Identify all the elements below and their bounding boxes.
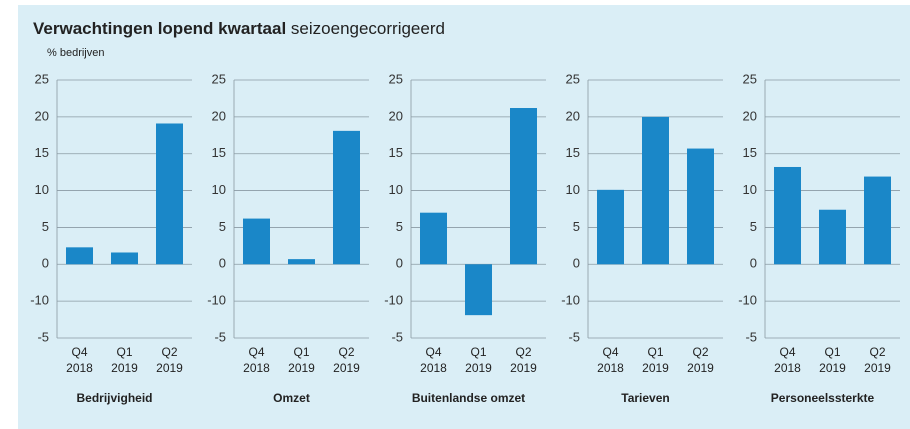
y-tick-label: 5 bbox=[42, 219, 49, 234]
y-tick-label: -10 bbox=[207, 293, 226, 308]
y-tick-label: 25 bbox=[212, 71, 226, 86]
x-tick-label: 2019 bbox=[510, 361, 537, 375]
x-tick-label: Q2 bbox=[869, 345, 885, 359]
x-tick-label: 2019 bbox=[465, 361, 492, 375]
x-tick-label: Q1 bbox=[116, 345, 132, 359]
bar bbox=[510, 108, 537, 265]
x-tick-label: 2019 bbox=[288, 361, 315, 375]
x-tick-label: 2019 bbox=[111, 361, 138, 375]
y-tick-label: 20 bbox=[389, 108, 403, 123]
y-tick-label: -5 bbox=[37, 329, 49, 344]
bar bbox=[66, 247, 93, 265]
y-tick-label: 5 bbox=[573, 219, 580, 234]
x-tick-label: Q2 bbox=[338, 345, 354, 359]
y-tick-label: 5 bbox=[219, 219, 226, 234]
y-tick-label: 0 bbox=[42, 256, 49, 271]
y-tick-label: 0 bbox=[573, 256, 580, 271]
y-tick-label: 10 bbox=[743, 182, 757, 197]
y-tick-label: -10 bbox=[738, 293, 757, 308]
title-group: Verwachtingen lopend kwartaal seizoengec… bbox=[33, 19, 445, 38]
y-tick-label: 20 bbox=[566, 108, 580, 123]
bar bbox=[288, 259, 315, 265]
bar bbox=[597, 189, 624, 265]
y-tick-label: -5 bbox=[391, 329, 403, 344]
x-tick-label: Q2 bbox=[515, 345, 531, 359]
x-tick-label: Q2 bbox=[692, 345, 708, 359]
y-tick-label: 5 bbox=[396, 219, 403, 234]
y-tick-label: 25 bbox=[743, 71, 757, 86]
x-tick-label: Q4 bbox=[779, 345, 795, 359]
bar bbox=[642, 116, 669, 265]
y-tick-label: 15 bbox=[743, 145, 757, 160]
x-tick-label: Q1 bbox=[647, 345, 663, 359]
bar bbox=[819, 209, 846, 265]
bar bbox=[465, 264, 492, 316]
y-tick-label: 20 bbox=[212, 108, 226, 123]
y-tick-label: 15 bbox=[212, 145, 226, 160]
x-tick-label: Q1 bbox=[293, 345, 309, 359]
y-tick-label: -5 bbox=[214, 329, 226, 344]
y-tick-label: 25 bbox=[566, 71, 580, 86]
y-tick-label: 0 bbox=[219, 256, 226, 271]
y-tick-label: 10 bbox=[389, 182, 403, 197]
bar bbox=[864, 176, 891, 265]
x-tick-label: 2018 bbox=[420, 361, 447, 375]
y-axis-label: % bedrijven bbox=[47, 47, 104, 59]
x-tick-label: 2019 bbox=[156, 361, 183, 375]
bar bbox=[774, 166, 801, 265]
y-tick-label: 10 bbox=[212, 182, 226, 197]
y-tick-label: -5 bbox=[568, 329, 580, 344]
x-tick-label: 2018 bbox=[597, 361, 624, 375]
bar bbox=[156, 123, 183, 265]
panel-title: Bedrijvigheid bbox=[76, 391, 152, 405]
x-tick-label: 2018 bbox=[774, 361, 801, 375]
x-tick-label: Q1 bbox=[824, 345, 840, 359]
panel-title: Tarieven bbox=[621, 391, 669, 405]
x-tick-label: Q4 bbox=[425, 345, 441, 359]
y-tick-label: 15 bbox=[35, 145, 49, 160]
x-tick-label: 2019 bbox=[819, 361, 846, 375]
y-tick-label: -5 bbox=[745, 329, 757, 344]
x-tick-label: Q4 bbox=[248, 345, 264, 359]
y-tick-label: 5 bbox=[750, 219, 757, 234]
bar bbox=[243, 218, 270, 265]
x-tick-label: 2019 bbox=[687, 361, 714, 375]
y-tick-label: 25 bbox=[35, 71, 49, 86]
x-tick-label: Q4 bbox=[602, 345, 618, 359]
panel-title: Personeelssterkte bbox=[771, 391, 875, 405]
y-tick-label: 25 bbox=[389, 71, 403, 86]
y-tick-label: 20 bbox=[743, 108, 757, 123]
x-tick-label: 2018 bbox=[66, 361, 93, 375]
chart-title: Verwachtingen lopend kwartaal bbox=[33, 19, 286, 38]
y-tick-label: -10 bbox=[384, 293, 403, 308]
x-tick-label: 2019 bbox=[864, 361, 891, 375]
x-tick-label: Q2 bbox=[161, 345, 177, 359]
x-tick-label: 2018 bbox=[243, 361, 270, 375]
x-tick-label: 2019 bbox=[333, 361, 360, 375]
y-tick-label: 15 bbox=[389, 145, 403, 160]
y-tick-label: 15 bbox=[566, 145, 580, 160]
y-tick-label: -10 bbox=[561, 293, 580, 308]
bar bbox=[420, 212, 447, 265]
y-tick-label: 10 bbox=[566, 182, 580, 197]
x-tick-label: Q4 bbox=[71, 345, 87, 359]
chart-subtitle: seizoengecorrigeerd bbox=[291, 19, 445, 38]
y-tick-label: 0 bbox=[396, 256, 403, 271]
panel-title: Omzet bbox=[273, 391, 310, 405]
y-tick-label: -10 bbox=[30, 293, 49, 308]
x-tick-label: Q1 bbox=[470, 345, 486, 359]
x-tick-label: 2019 bbox=[642, 361, 669, 375]
bar bbox=[687, 148, 714, 265]
y-tick-label: 0 bbox=[750, 256, 757, 271]
bar bbox=[333, 130, 360, 265]
panel-title: Buitenlandse omzet bbox=[412, 391, 525, 405]
bar bbox=[111, 252, 138, 265]
y-tick-label: 20 bbox=[35, 108, 49, 123]
y-tick-label: 10 bbox=[35, 182, 49, 197]
